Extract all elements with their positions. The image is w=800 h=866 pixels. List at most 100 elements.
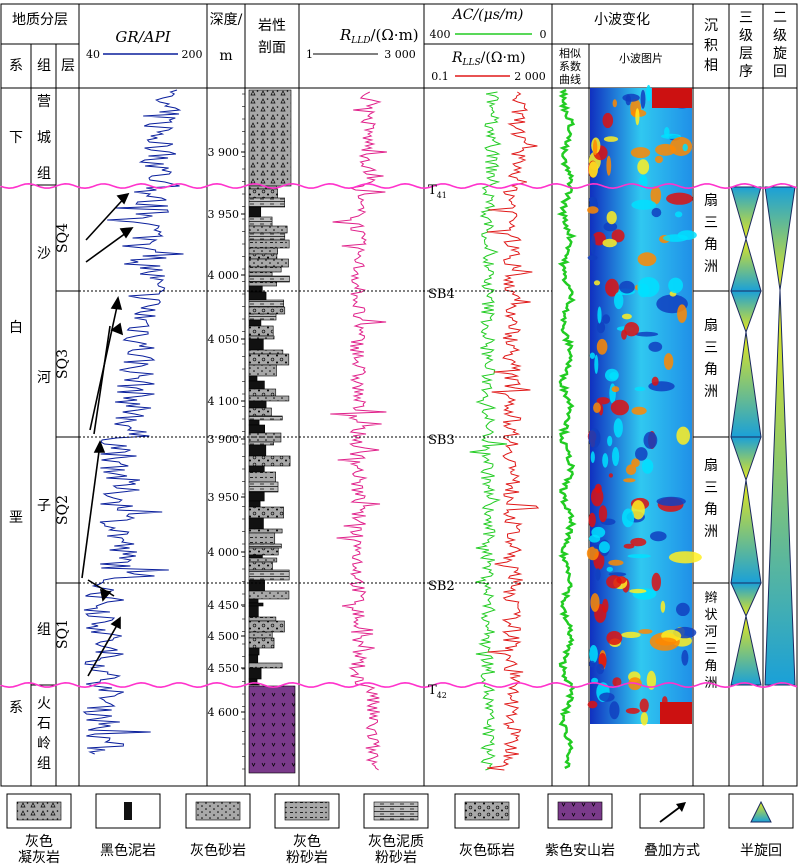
seq3-h3: 层	[739, 46, 753, 62]
wavelet-blob	[593, 280, 601, 286]
stacking-arrow-head	[99, 588, 112, 602]
second-order-triangle	[764, 289, 796, 686]
legend-label: 叠加方式	[644, 843, 700, 859]
wavelet-blob	[612, 677, 622, 687]
group-lower-1: 火	[37, 696, 51, 712]
wavelet-blob	[605, 278, 619, 297]
wavelet-blob	[650, 531, 667, 542]
litho-sandstone-bed	[248, 616, 277, 622]
legend-swatch	[124, 802, 132, 820]
litho-sandstone-bed	[248, 532, 276, 545]
t42-boundary-line	[0, 681, 798, 689]
wavelet-blob	[643, 431, 658, 449]
facies-label-char: 扇	[704, 193, 718, 209]
wavelet-blob	[614, 292, 624, 310]
t42-label: T42	[428, 683, 447, 700]
wavelet-blob	[655, 155, 663, 164]
wavelet-blob	[606, 566, 613, 572]
wavelet-blob	[589, 645, 598, 663]
depth-tick-label: 4 600	[208, 706, 240, 719]
half-cycle-triangle	[730, 436, 762, 482]
litho-sandstone-bed	[248, 349, 284, 355]
facies-label-char: 洲	[704, 524, 718, 540]
litho-sandstone-bed	[248, 471, 276, 483]
stacking-arrow	[81, 443, 101, 579]
group-upper-2: 城	[37, 130, 51, 146]
facies-label-char: 角	[704, 659, 717, 674]
layer-sq4: SQ4	[55, 223, 71, 253]
wavelet-blob	[630, 537, 647, 547]
stacking-arrow-head	[119, 227, 134, 239]
litho-sandstone-bed	[248, 481, 279, 493]
wavelet-blob	[607, 435, 613, 447]
ac-title: AC/(μs/m)	[451, 7, 524, 23]
wavelet-blob	[602, 112, 614, 129]
log-curves	[82, 88, 577, 771]
litho-sandstone-bed	[248, 197, 285, 208]
wavelet-blob	[622, 93, 640, 102]
wavelet-blob	[606, 155, 612, 176]
wavelet-blob	[612, 99, 617, 108]
wavelet-blob	[608, 473, 614, 478]
litho-sandstone-bed	[248, 325, 274, 337]
litho-sandstone-bed	[248, 353, 290, 366]
rlls-max: 2 000	[514, 70, 546, 83]
facies-label-char: 河	[704, 625, 717, 640]
wavelet-blob	[634, 386, 646, 392]
litho-sandstone-bed	[248, 441, 274, 446]
depth-tick-label: 4 050	[208, 333, 240, 346]
litho-sandstone-bed	[248, 637, 275, 649]
wavelet-blob	[663, 234, 688, 242]
group-upper-1: 营	[37, 94, 51, 110]
ac-curve	[469, 91, 508, 771]
litho-sandstone-bed	[248, 557, 278, 563]
wavelet-blob	[660, 702, 692, 724]
litho-sandstone-bed	[248, 388, 277, 397]
legend-swatch	[16, 801, 62, 821]
stacking-arrow-head	[110, 616, 121, 630]
wavelet-blob	[625, 707, 640, 714]
wavelet-blob	[588, 196, 598, 204]
litho-black-mudstone	[248, 444, 267, 457]
third-order-sequences	[730, 186, 762, 686]
legend-label: 半旋回	[740, 843, 782, 859]
group-main-2: 河	[37, 370, 51, 386]
litho-sandstone-bed	[248, 547, 279, 556]
rlld-curve	[330, 91, 387, 771]
stacking-arrow-head	[110, 322, 124, 336]
stacking-arrow	[85, 193, 129, 241]
litho-black-mudstone	[248, 319, 262, 327]
wavelet-blob	[635, 331, 659, 337]
wavelet-blob	[596, 397, 610, 405]
wavelet-blob	[651, 572, 661, 592]
wavelet-blob	[646, 84, 652, 102]
similarity-coefficient-curve	[556, 88, 577, 770]
litho-black-mudstone	[248, 338, 264, 351]
legend-swatch	[284, 801, 330, 821]
stacking-arrow-icon	[639, 793, 705, 829]
rlld-title: RLLD/(Ω·m)	[339, 26, 419, 46]
litho-black-mudstone	[248, 500, 261, 508]
gr-min: 40	[86, 48, 100, 61]
litho-black-mudstone	[248, 291, 267, 301]
legend-label: 黑色泥岩	[100, 842, 156, 859]
facies-label-char: 三	[704, 480, 718, 496]
wavelet-blob	[676, 602, 690, 617]
wavelet-blob	[589, 660, 595, 668]
depth-tick-label: 3 900	[208, 433, 240, 446]
wavelet-blob	[596, 321, 606, 334]
litho-sandstone-bed	[248, 335, 275, 340]
wavelet-blob	[681, 649, 689, 666]
seq3-h2: 级	[739, 28, 753, 44]
litho-sandstone-bed	[248, 247, 278, 255]
wavelet-blob	[586, 546, 599, 561]
wavelet-blob	[640, 89, 646, 109]
wavelet-blob	[676, 426, 690, 445]
litho-sandstone-bed	[248, 455, 291, 467]
depth-tick-label: 3 950	[208, 208, 240, 221]
wavelet-blob	[630, 147, 651, 159]
facies-label-char: 三	[704, 215, 718, 231]
system-char-3: 垩	[9, 510, 23, 526]
wavelet-blob	[605, 368, 619, 382]
